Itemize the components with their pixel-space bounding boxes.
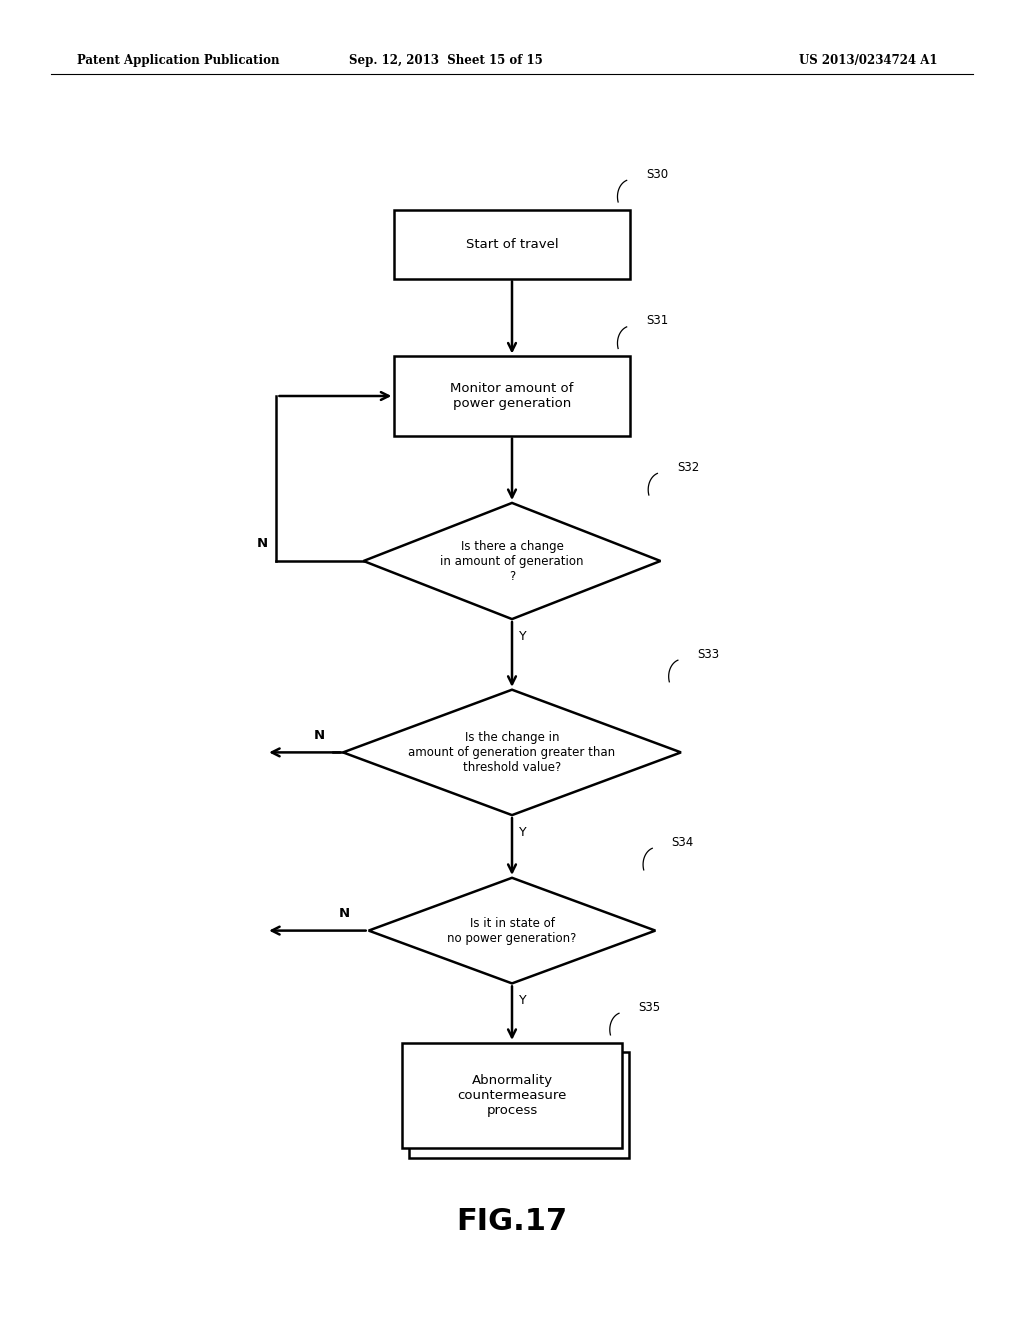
- Bar: [410, 1052, 629, 1158]
- Polygon shape: [364, 503, 660, 619]
- Text: S33: S33: [697, 648, 720, 660]
- Text: N: N: [257, 537, 268, 550]
- Text: N: N: [313, 729, 325, 742]
- Text: Sep. 12, 2013  Sheet 15 of 15: Sep. 12, 2013 Sheet 15 of 15: [348, 54, 543, 67]
- Text: Is it in state of
no power generation?: Is it in state of no power generation?: [447, 916, 577, 945]
- Text: FIG.17: FIG.17: [457, 1206, 567, 1236]
- Text: US 2013/0234724 A1: US 2013/0234724 A1: [799, 54, 937, 67]
- Text: Y: Y: [519, 994, 526, 1007]
- Polygon shape: [343, 689, 681, 814]
- Text: Abnormality
countermeasure
process: Abnormality countermeasure process: [458, 1074, 566, 1117]
- Text: S35: S35: [639, 1001, 660, 1014]
- Bar: [394, 210, 630, 279]
- Polygon shape: [369, 878, 655, 983]
- Text: Is there a change
in amount of generation
?: Is there a change in amount of generatio…: [440, 540, 584, 582]
- Text: Y: Y: [519, 826, 526, 838]
- Text: N: N: [339, 907, 350, 920]
- Text: S31: S31: [646, 314, 669, 327]
- Text: S32: S32: [677, 461, 699, 474]
- Text: Is the change in
amount of generation greater than
threshold value?: Is the change in amount of generation gr…: [409, 731, 615, 774]
- Text: Monitor amount of
power generation: Monitor amount of power generation: [451, 381, 573, 411]
- Text: S34: S34: [672, 836, 694, 849]
- Text: S30: S30: [646, 168, 669, 181]
- Bar: [394, 356, 630, 436]
- Text: Start of travel: Start of travel: [466, 238, 558, 251]
- Bar: [401, 1043, 623, 1148]
- Text: Patent Application Publication: Patent Application Publication: [77, 54, 280, 67]
- Text: Y: Y: [519, 630, 526, 643]
